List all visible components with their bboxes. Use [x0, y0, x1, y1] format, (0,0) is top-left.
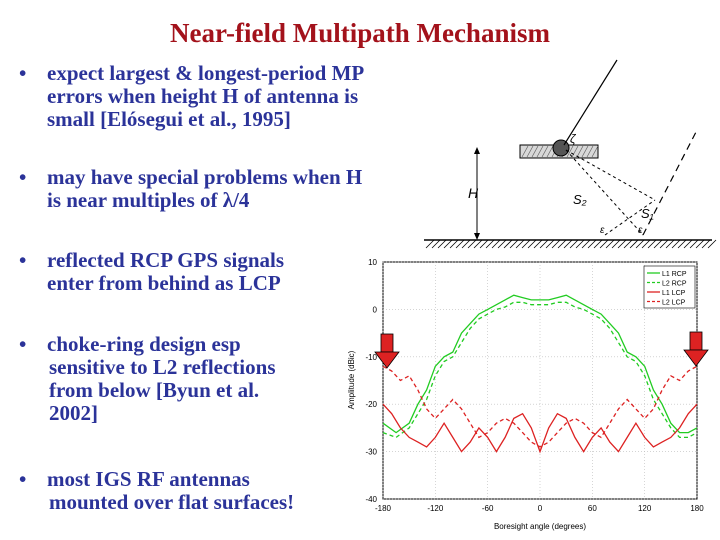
x-tick-label: -120	[427, 504, 444, 513]
series-line-l1-rcp	[382, 294, 698, 434]
bullet-line: mounted over flat surfaces!	[49, 490, 295, 514]
legend-label: L1 LCP	[662, 290, 686, 297]
bullet-dot: •	[19, 165, 27, 189]
bullet-line: may have special problems when H	[47, 165, 363, 189]
y-tick-label: -30	[365, 448, 377, 457]
bullet-line: sensitive to L2 reflections	[49, 355, 276, 379]
bullet-dot: •	[19, 467, 27, 491]
series-line-l1-lcp	[382, 403, 698, 454]
chart-ticks: -180 -120 -60 0 60 120 180 10 0 -10 -20 -30 -40	[365, 258, 704, 513]
arrow-left-marker	[374, 333, 400, 369]
chart-series	[382, 294, 698, 454]
slide-title: Near-field Multipath Mechanism	[170, 18, 550, 48]
legend-label: L2 RCP	[662, 281, 687, 288]
bullet-line: from below [Byun et al.	[49, 378, 260, 402]
y-axis-label: Amplitude (dBic)	[347, 350, 356, 409]
bullet-line: 2002]	[49, 401, 98, 425]
bullet-line: choke-ring design esp	[47, 332, 241, 356]
bullet-line: most IGS RF antennas	[47, 467, 250, 491]
x-axis-label: Boresight angle (degrees)	[494, 522, 586, 531]
x-tick-label: -60	[482, 504, 494, 513]
y-tick-label: -20	[365, 400, 377, 409]
x-tick-label: 0	[538, 504, 543, 513]
y-tick-label: -10	[365, 353, 377, 362]
bullet-item: • most IGS RF antennas mounted over flat s…	[19, 467, 295, 514]
series-line-l2-rcp	[382, 301, 698, 439]
bullet-item: • reflected RCP GPS signals enter from beh…	[19, 248, 285, 295]
series-line-l2-lcp	[382, 365, 698, 448]
x-tick-label: 180	[690, 504, 704, 513]
x-tick-label: 120	[638, 504, 652, 513]
bullet-item: • expect largest & longest-period MP error…	[19, 61, 365, 131]
arrow-right-marker	[683, 331, 709, 367]
y-tick-label: -40	[365, 495, 377, 504]
bullet-dot: •	[19, 248, 27, 272]
bullet-line: errors when height H of antenna is	[47, 84, 359, 108]
chart-legend: L1 RCP L2 RCP L1 LCP L2 LCP	[643, 265, 696, 309]
bullet-line: expect largest & longest-period MP	[47, 61, 365, 85]
y-tick-label: 10	[368, 258, 377, 267]
bullet-line: enter from behind as LCP	[47, 271, 281, 295]
legend-label: L2 LCP	[662, 300, 686, 307]
bullet-line: small [Elósegui et al., 1995]	[47, 107, 291, 131]
bullet-dot: •	[19, 61, 27, 85]
bullet-line: is near multiples of λ/4	[47, 188, 250, 212]
x-tick-label: -180	[375, 504, 392, 513]
bullet-dot: •	[19, 332, 27, 356]
legend-label: L1 RCP	[662, 271, 687, 278]
bullet-line: reflected RCP GPS signals	[47, 248, 285, 272]
bullet-item: • choke-ring design esp sensitive to L2 re…	[19, 332, 276, 425]
y-tick-label: 0	[373, 305, 378, 314]
x-tick-label: 60	[588, 504, 597, 513]
